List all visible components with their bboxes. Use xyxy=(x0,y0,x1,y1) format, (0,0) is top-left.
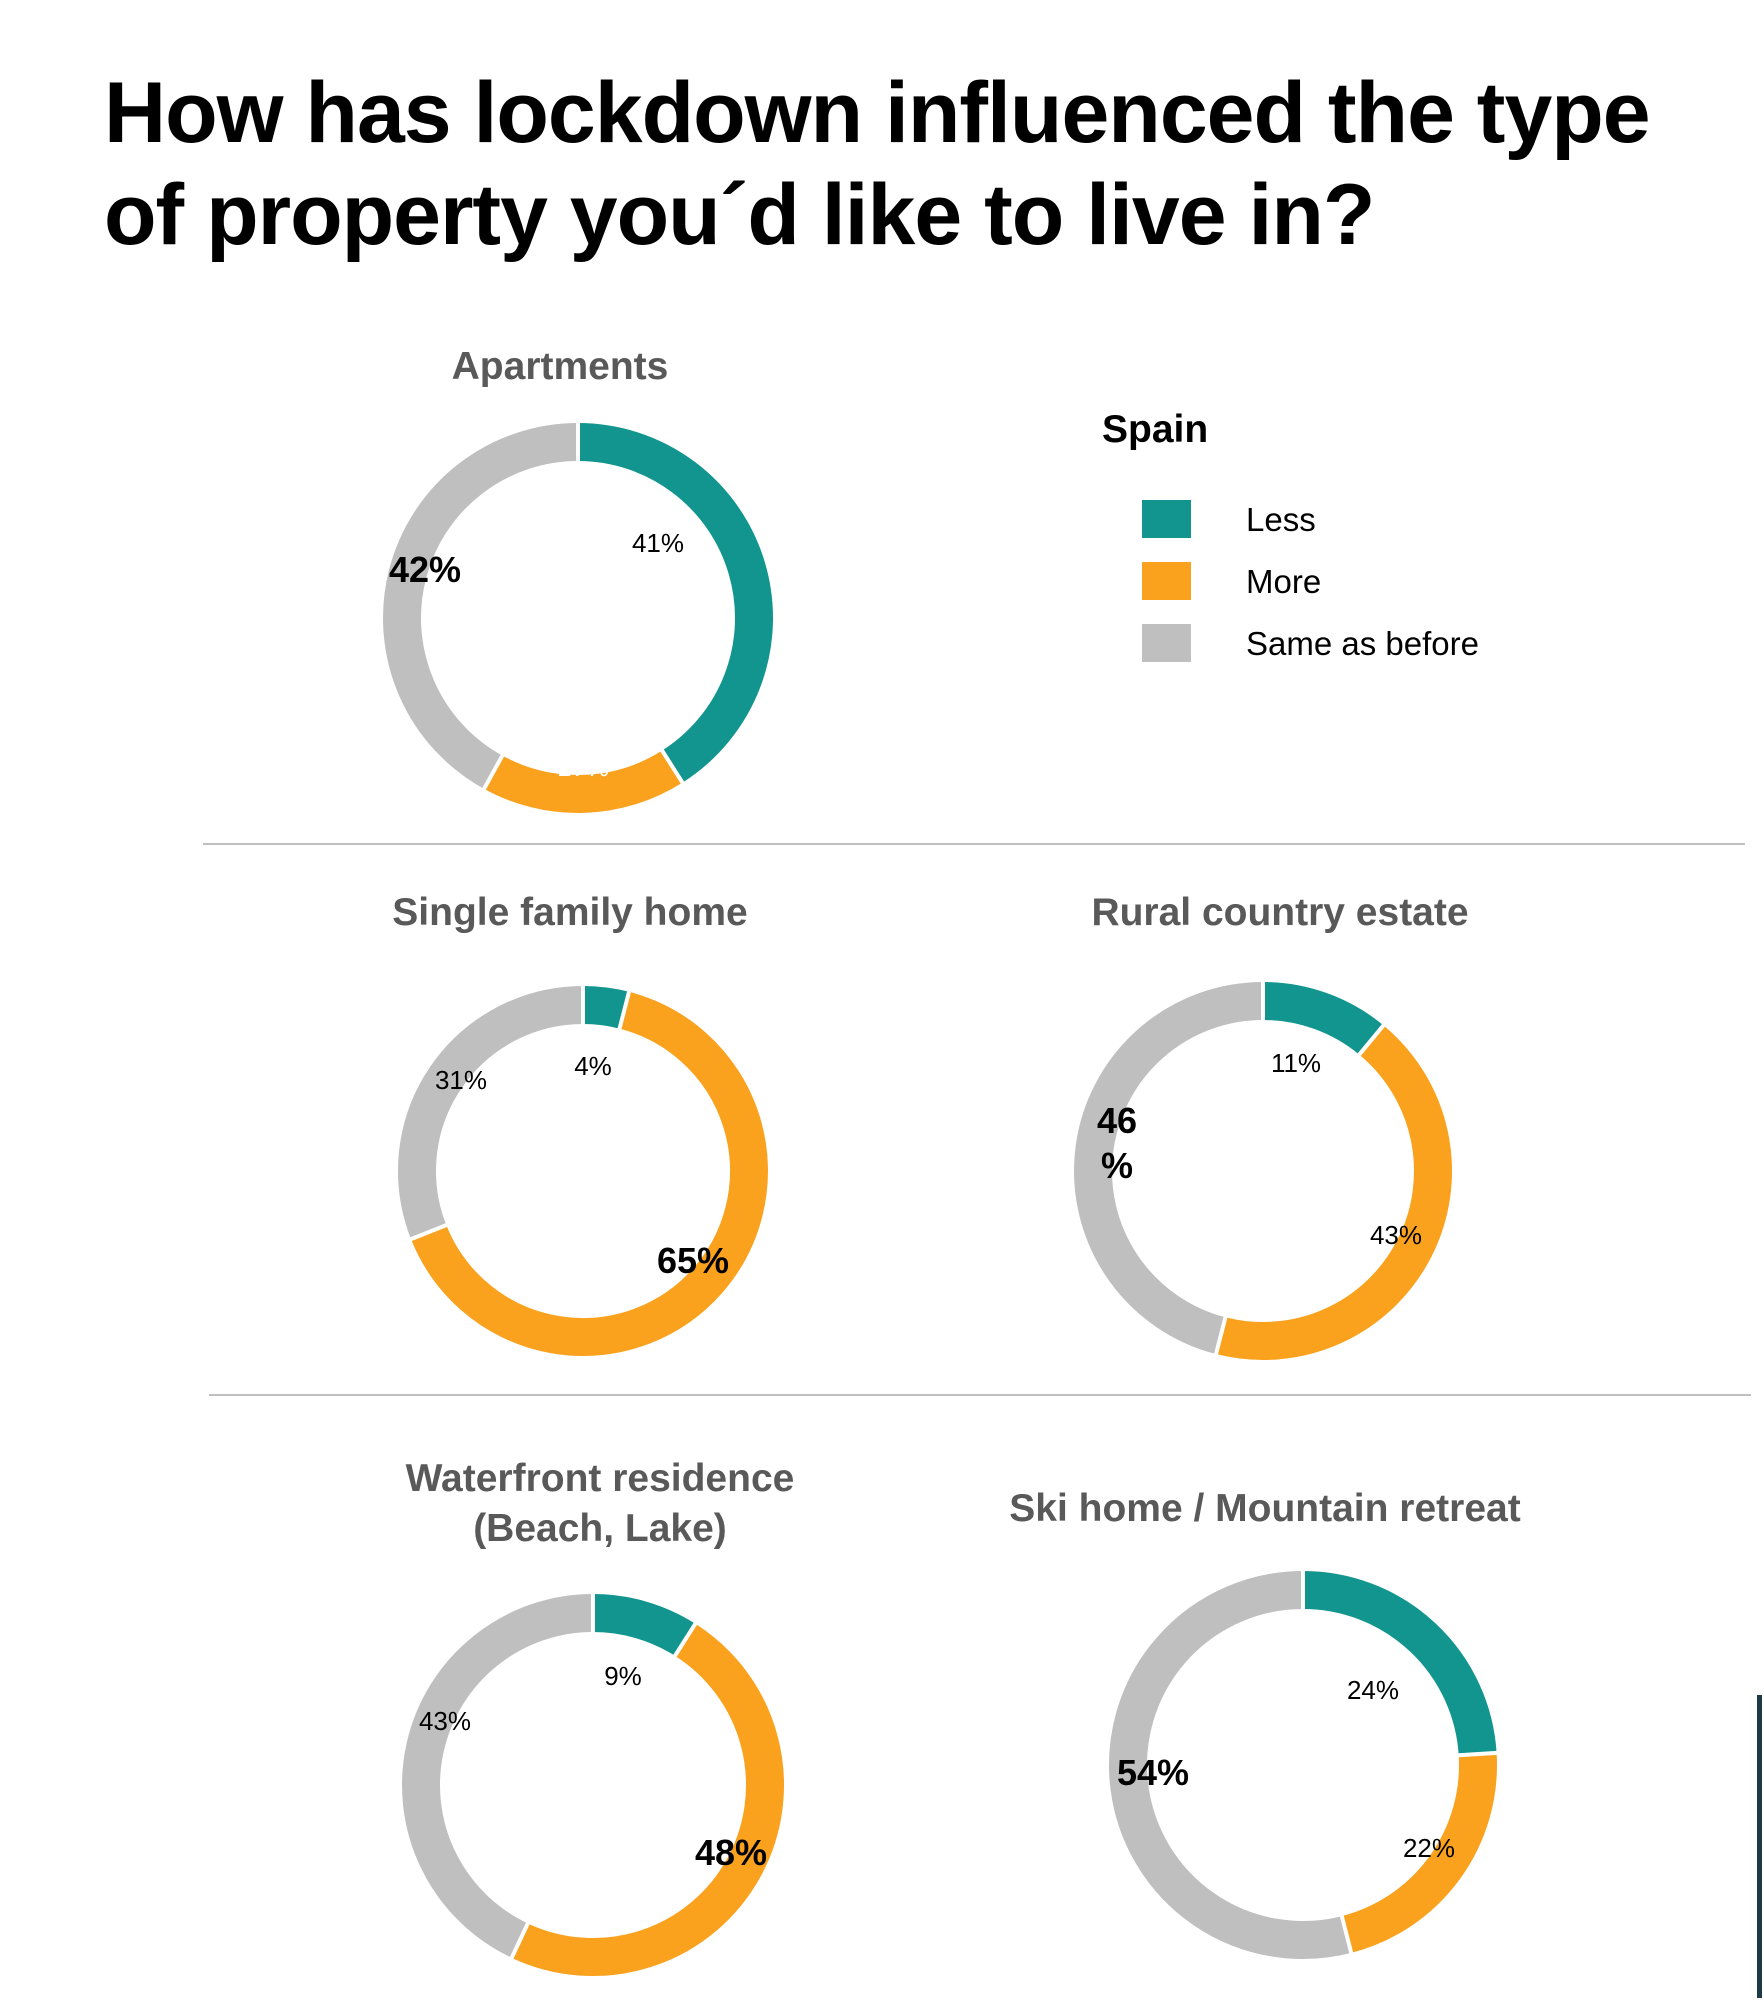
donut-segment-ski-home-more xyxy=(1341,1752,1497,1953)
legend-swatch-same xyxy=(1142,624,1191,662)
donut-chart-apartments: 41% 17% 42% xyxy=(383,421,773,813)
donut-segment-apartments-same-as-before xyxy=(383,423,579,789)
page-title-line-2: of property you´d like to live in? xyxy=(104,167,1375,263)
chart-title-waterfront-line-1: Waterfront residence xyxy=(405,1457,795,1500)
donut-segment-rural-country-estate-same-as-before xyxy=(1074,982,1264,1355)
donut-label-single-family-home-more: 65% xyxy=(657,1240,729,1281)
donut-label-rural-country-estate-more: 43% xyxy=(1370,1220,1422,1250)
donut-label-ski-home-more: 22% xyxy=(1403,1833,1455,1863)
legend-label-same: Same as before xyxy=(1246,625,1479,662)
donut-segment-apartments-less xyxy=(577,423,773,783)
donut-label-ski-home-less: 24% xyxy=(1347,1675,1399,1705)
chart-title-waterfront-residence: Waterfront residence (Beach, Lake) xyxy=(340,1454,860,1554)
chart-title-waterfront-line-2: (Beach, Lake) xyxy=(473,1507,727,1550)
donut-label-waterfront-residence-less: 9% xyxy=(604,1661,642,1691)
donut-label-rural-country-estate-same-as-before: 46% xyxy=(1097,1100,1137,1186)
legend-swatch-more xyxy=(1142,562,1191,600)
donut-chart-waterfront-residence: 9% 48% 43% xyxy=(402,1592,784,1976)
donut-separator-waterfront-residence xyxy=(509,1920,531,1961)
donut-segment-apartments-more xyxy=(484,750,683,813)
divider-1 xyxy=(203,843,1745,845)
donut-label-apartments-same-as-before: 42% xyxy=(389,549,461,590)
donut-label-waterfront-residence-same-as-before: 43% xyxy=(419,1706,471,1736)
donut-separator-rural-country-estate xyxy=(1356,1022,1387,1058)
page-title: How has lockdown influenced the type of … xyxy=(104,62,1704,266)
divider-2 xyxy=(209,1394,1751,1396)
donut-separator-ski-home xyxy=(1456,1750,1499,1758)
donut-separator-waterfront-residence xyxy=(672,1620,699,1659)
donut-segment-single-family-home-more xyxy=(411,991,768,1356)
donut-segment-rural-country-estate-more xyxy=(1216,1025,1452,1360)
donut-segment-waterfront-residence-same-as-before xyxy=(402,1594,594,1958)
donut-label-single-family-home-same-as-before: 31% xyxy=(435,1065,487,1095)
legend-label-more: More xyxy=(1246,563,1322,600)
donut-segment-single-family-home-less xyxy=(582,986,630,1029)
donut-separator-ski-home xyxy=(1339,1913,1354,1956)
donut-label-rural-country-estate-less: 11% xyxy=(1271,1048,1321,1078)
chart-title-single-family-home: Single family home xyxy=(392,891,748,934)
chart-title-rural-country-estate: Rural country estate xyxy=(1091,891,1469,934)
donut-separator-single-family-home xyxy=(408,1222,449,1242)
donut-label-ski-home-same-as-before: 54% xyxy=(1117,1752,1189,1793)
chart-title-apartments: Apartments xyxy=(451,345,669,388)
donut-separator-rural-country-estate xyxy=(1213,1314,1228,1357)
donut-segment-waterfront-residence-more xyxy=(511,1623,784,1976)
donut-chart-ski-home: 24% 22% 54% xyxy=(1109,1569,1499,1959)
donut-label-apartments-less: 41% xyxy=(632,528,684,558)
donut-segment-waterfront-residence-less xyxy=(592,1594,696,1657)
donut-label-apartments-more: 17% xyxy=(557,752,609,782)
legend-swatch-less xyxy=(1142,500,1191,538)
legend-title: Spain xyxy=(1102,408,1209,451)
donut-separator-apartments xyxy=(481,752,506,792)
chart-title-ski-home: Ski home / Mountain retreat xyxy=(1009,1487,1521,1530)
donut-segment-ski-home-less xyxy=(1302,1571,1497,1756)
donut-chart-rural-country-estate: 11% 43% 46% xyxy=(1074,980,1452,1360)
edge-accent-bar xyxy=(1757,1695,1762,1998)
donut-segment-rural-country-estate-less xyxy=(1262,982,1384,1055)
legend-label-less: Less xyxy=(1246,501,1316,538)
donut-separator-apartments xyxy=(659,747,686,786)
page-title-line-1: How has lockdown influenced the type xyxy=(104,65,1651,161)
donut-label-waterfront-residence-more: 48% xyxy=(695,1832,767,1873)
donut-chart-single-family-home: 4% 65% 31% xyxy=(398,984,768,1356)
donut-segment-single-family-home-same-as-before xyxy=(398,986,584,1240)
donut-separator-single-family-home xyxy=(617,989,632,1032)
donut-label-single-family-home-less: 4% xyxy=(574,1051,612,1081)
donut-segment-ski-home-same-as-before xyxy=(1109,1571,1352,1959)
